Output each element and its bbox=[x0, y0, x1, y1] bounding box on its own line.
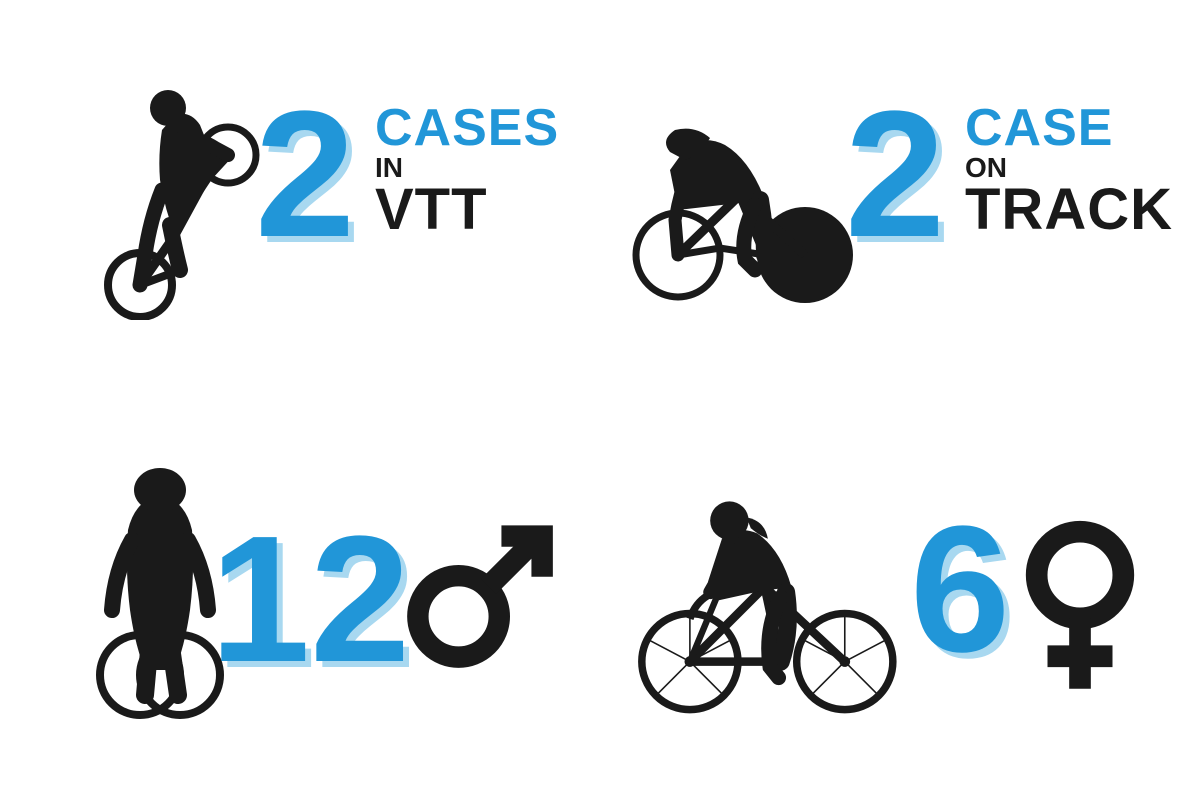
female-symbol-icon bbox=[1015, 515, 1145, 700]
cyclist-female-icon bbox=[630, 480, 910, 715]
vtt-line1: CASES bbox=[375, 98, 559, 158]
cyclist-track-icon bbox=[630, 90, 870, 310]
vtt-label: CASES IN VTT bbox=[375, 98, 559, 243]
track-line1: CASE bbox=[965, 98, 1173, 158]
panel-male: 12 12 bbox=[0, 400, 600, 800]
panel-track: 2 2 CASE ON TRACK bbox=[600, 0, 1200, 400]
panel-vtt: 2 2 CASES IN VTT bbox=[0, 0, 600, 400]
cyclist-wheelie-icon bbox=[80, 60, 280, 320]
vtt-line3: VTT bbox=[375, 176, 559, 243]
panel-female: 6 6 bbox=[600, 400, 1200, 800]
male-symbol-icon bbox=[405, 520, 555, 670]
track-label: CASE ON TRACK bbox=[965, 98, 1173, 243]
track-line3: TRACK bbox=[965, 176, 1173, 243]
